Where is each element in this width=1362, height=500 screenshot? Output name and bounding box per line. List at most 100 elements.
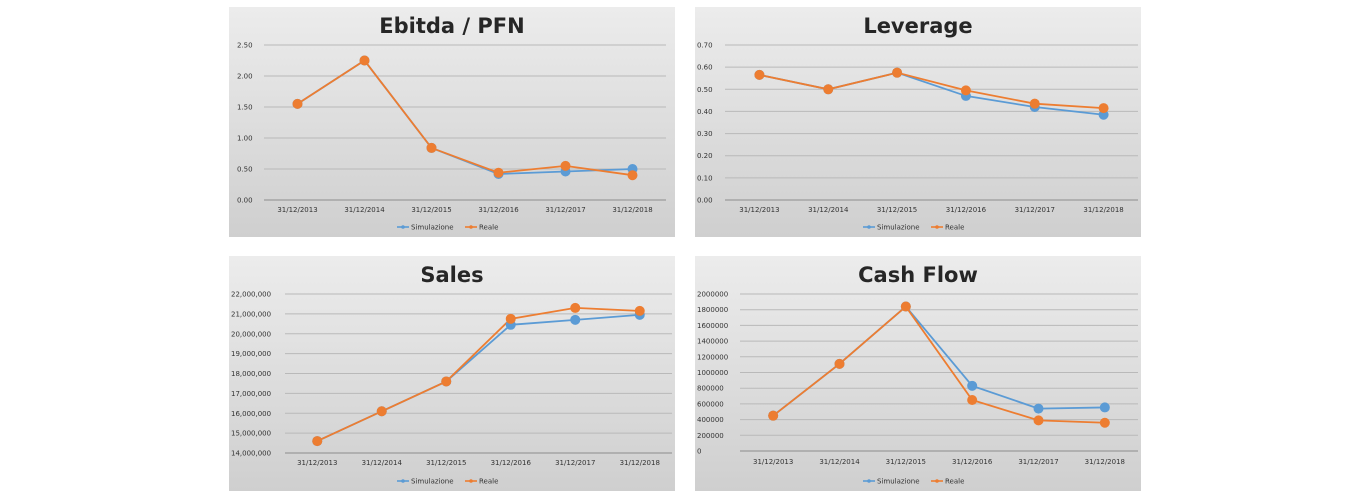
data-point-reale[interactable] <box>505 313 516 324</box>
data-point-reale[interactable] <box>960 85 971 96</box>
data-point-reale[interactable] <box>560 160 571 171</box>
data-point-reale[interactable] <box>570 302 581 313</box>
chart-leverage: Leverage 0.00 0.10 0.20 0.30 0.40 0.50 0.60 0.70… <box>697 14 1138 232</box>
data-point-simulazione[interactable] <box>1099 402 1110 413</box>
x-tick-label: 31/12/2015 <box>886 458 926 466</box>
data-point-reale[interactable] <box>967 394 978 405</box>
chart-title: Ebitda / PFN <box>379 14 524 38</box>
data-point-simulazione[interactable] <box>1033 403 1044 414</box>
legend: Simulazione Reale <box>863 478 964 486</box>
data-point-reale[interactable] <box>892 67 903 78</box>
y-tick-label: 0.50 <box>237 166 253 174</box>
series-line-simulazione <box>759 71 1104 116</box>
data-point-reale[interactable] <box>634 305 645 316</box>
y-tick-label: 0.50 <box>697 86 713 94</box>
data-point-reale[interactable] <box>823 84 834 95</box>
x-tick-label: 31/12/2014 <box>362 459 403 467</box>
y-tick-label: 16,000,000 <box>231 410 271 418</box>
x-tick-label: 31/12/2017 <box>545 206 585 214</box>
data-point-reale[interactable] <box>1029 98 1040 109</box>
data-point-reale[interactable] <box>627 170 638 181</box>
x-tick-label: 31/12/2016 <box>952 458 993 466</box>
y-tick-label: 0.70 <box>697 42 713 50</box>
x-tick-label: 31/12/2013 <box>277 206 317 214</box>
x-tick-label: 31/12/2014 <box>808 206 849 214</box>
legend: Simulazione Reale <box>863 224 964 232</box>
data-point-reale[interactable] <box>1033 415 1044 426</box>
legend-label-reale: Reale <box>479 478 498 486</box>
legend-marker-reale <box>469 479 473 483</box>
y-tick-label: 21,000,000 <box>231 310 271 318</box>
x-tick-label: 31/12/2017 <box>555 459 595 467</box>
legend-label-simulazione: Simulazione <box>877 478 920 486</box>
x-tick-label: 31/12/2015 <box>411 206 451 214</box>
data-point-reale[interactable] <box>376 406 387 417</box>
data-point-reale[interactable] <box>1099 417 1110 428</box>
y-tick-label: 1600000 <box>697 322 728 330</box>
data-point-reale[interactable] <box>493 167 504 178</box>
y-tick-label: 0.10 <box>697 174 713 182</box>
y-tick-label: 0.00 <box>237 197 253 205</box>
y-tick-label: 1200000 <box>697 353 728 361</box>
data-point-reale[interactable] <box>312 436 323 447</box>
data-point-reale[interactable] <box>426 142 437 153</box>
chart-title: Leverage <box>863 14 972 38</box>
x-tick-label: 31/12/2018 <box>612 206 652 214</box>
y-tick-label: 1400000 <box>697 338 728 346</box>
chart-panel-leverage: Leverage 0.00 0.10 0.20 0.30 0.40 0.50 0.60 0.70… <box>695 7 1141 237</box>
chart-cash-flow: Cash Flow 0 200000 400000 600000 800000 100000… <box>697 263 1138 486</box>
chart-ebitda-pfn: Ebitda / PFN 0.00 0.50 1.00 1.50 2.00 2.50 31/1… <box>237 14 666 232</box>
legend-marker-reale <box>935 479 939 483</box>
legend-label-simulazione: Simulazione <box>411 478 454 486</box>
chart-panel-sales: Sales 14,000,000 15,000,000 16,000,000 17,00… <box>229 256 675 491</box>
x-tick-label: 31/12/2016 <box>478 206 519 214</box>
y-tick-label: 0.20 <box>697 152 713 160</box>
x-tick-label: 31/12/2016 <box>946 206 987 214</box>
series-line-reale <box>759 71 1104 110</box>
x-tick-label: 31/12/2013 <box>297 459 337 467</box>
x-tick-label: 31/12/2016 <box>491 459 532 467</box>
data-point-reale[interactable] <box>768 410 779 421</box>
x-tick-label: 31/12/2014 <box>819 458 860 466</box>
legend-marker-simulazione <box>867 479 871 483</box>
y-tick-label: 19,000,000 <box>231 350 271 358</box>
legend: Simulazione Reale <box>397 478 498 486</box>
x-tick-label: 31/12/2018 <box>1083 206 1123 214</box>
legend-marker-simulazione <box>401 225 405 229</box>
y-tick-label: 800000 <box>697 385 724 393</box>
data-point-simulazione[interactable] <box>967 380 978 391</box>
y-tick-label: 2.00 <box>237 73 253 81</box>
series-line-reale <box>316 307 640 442</box>
x-tick-label: 31/12/2015 <box>877 206 917 214</box>
y-tick-label: 22,000,000 <box>231 291 271 299</box>
chart-title: Sales <box>420 263 483 287</box>
legend-marker-simulazione <box>867 225 871 229</box>
chart-panel-ebitda-pfn: Ebitda / PFN 0.00 0.50 1.00 1.50 2.00 2.50 31/1… <box>229 7 675 237</box>
y-tick-label: 600000 <box>697 400 724 408</box>
legend-marker-reale <box>469 225 473 229</box>
legend-marker-reale <box>935 225 939 229</box>
y-tick-label: 15,000,000 <box>231 430 271 438</box>
y-tick-label: 0.60 <box>697 64 713 72</box>
y-tick-label: 1.00 <box>237 135 253 143</box>
y-tick-label: 1000000 <box>697 369 728 377</box>
x-tick-label: 31/12/2018 <box>1085 458 1125 466</box>
legend-label-reale: Reale <box>945 224 964 232</box>
data-point-reale[interactable] <box>292 98 303 109</box>
y-tick-label: 0.30 <box>697 130 713 138</box>
x-tick-label: 31/12/2017 <box>1015 206 1055 214</box>
y-tick-label: 0 <box>697 448 701 456</box>
y-tick-label: 20,000,000 <box>231 330 271 338</box>
legend: Simulazione Reale <box>397 224 498 232</box>
data-point-reale[interactable] <box>441 376 452 387</box>
series-line-simulazione <box>772 305 1105 417</box>
data-point-reale[interactable] <box>1098 103 1109 114</box>
legend-label-reale: Reale <box>479 224 498 232</box>
x-tick-label: 31/12/2013 <box>753 458 793 466</box>
data-point-reale[interactable] <box>359 55 370 66</box>
data-point-reale[interactable] <box>900 301 911 312</box>
data-point-reale[interactable] <box>834 358 845 369</box>
y-tick-label: 17,000,000 <box>231 390 271 398</box>
data-point-simulazione[interactable] <box>570 314 581 325</box>
data-point-reale[interactable] <box>754 69 765 80</box>
